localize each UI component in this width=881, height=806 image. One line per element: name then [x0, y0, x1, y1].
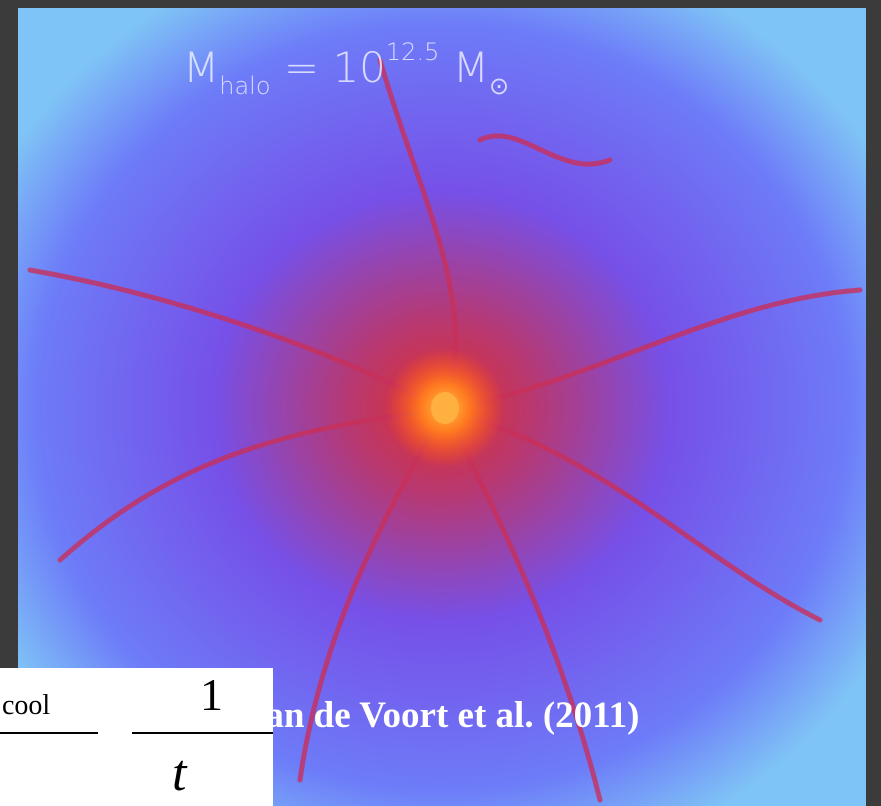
formula-denominator: t — [172, 744, 186, 803]
fraction-bar — [0, 732, 98, 734]
label-base: 10 — [332, 43, 385, 92]
galaxy-center — [431, 392, 459, 424]
label-equals: = — [284, 43, 319, 92]
label-subscript: halo — [219, 72, 270, 100]
fraction-bar — [132, 732, 273, 734]
formula-box: cool 1 t — [0, 668, 273, 806]
halo-mass-label: Mhalo = 1012.5 M⊙ — [183, 38, 509, 100]
formula-subscript: cool — [2, 690, 50, 722]
label-exponent: 12.5 — [386, 38, 439, 66]
caption: Van de Voort et al. (2011) — [242, 694, 639, 737]
formula-numerator: 1 — [200, 668, 223, 721]
label-symbol: M — [183, 43, 219, 92]
label-unit-subscript: ⊙ — [489, 72, 509, 100]
label-unit: M — [453, 43, 489, 92]
slide: Mhalo = 1012.5 M⊙ Van de Voort et al. (2… — [0, 0, 881, 806]
